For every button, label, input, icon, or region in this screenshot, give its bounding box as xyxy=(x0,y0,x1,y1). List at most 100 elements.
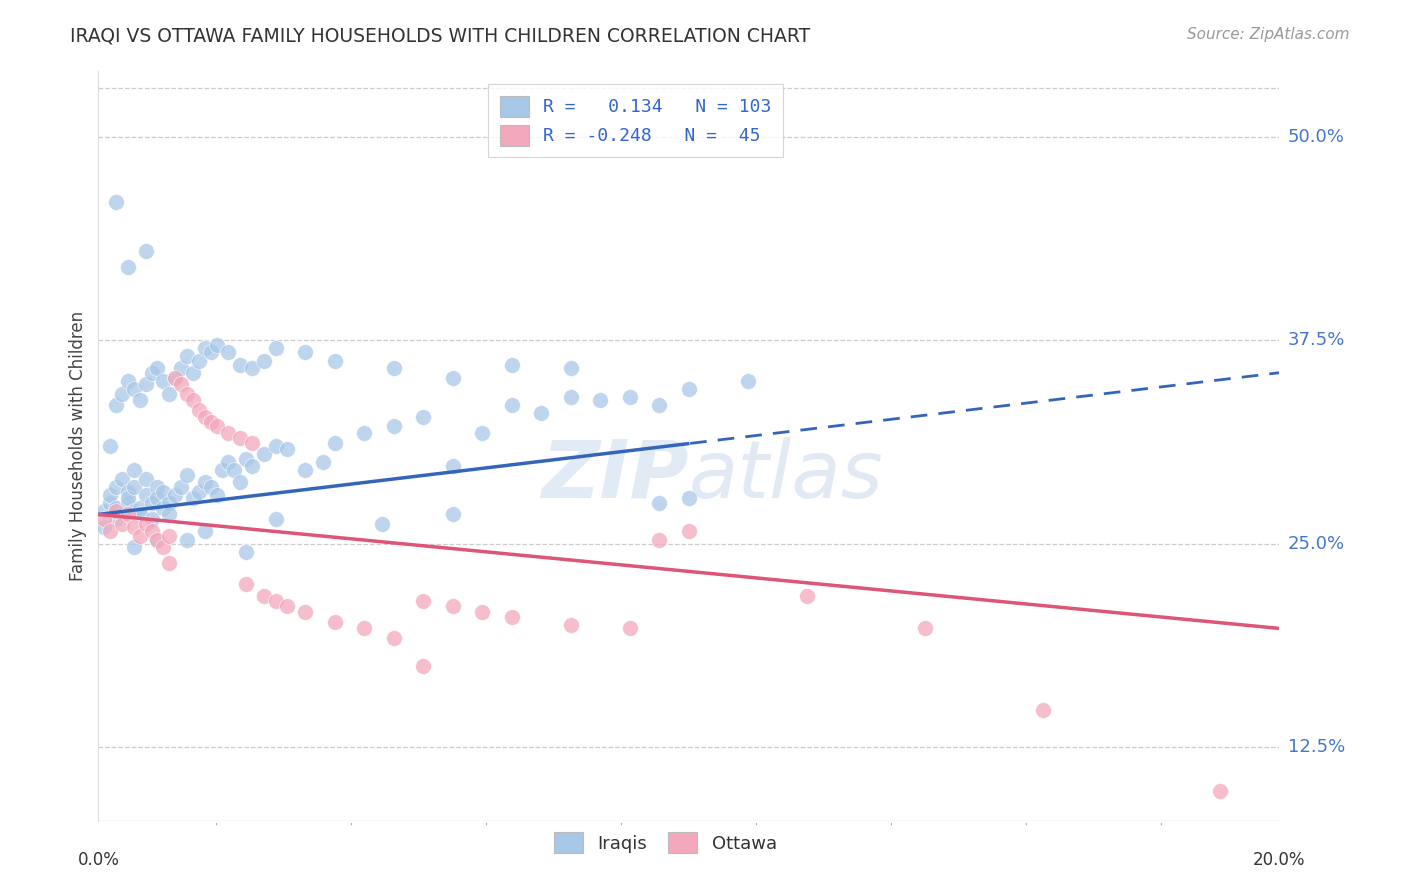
Point xyxy=(235,577,257,591)
Point xyxy=(914,622,936,636)
Point xyxy=(105,504,128,518)
Point xyxy=(135,488,157,502)
Point xyxy=(170,360,193,375)
Text: IRAQI VS OTTAWA FAMILY HOUSEHOLDS WITH CHILDREN CORRELATION CHART: IRAQI VS OTTAWA FAMILY HOUSEHOLDS WITH C… xyxy=(70,27,810,45)
Point xyxy=(530,406,553,420)
Point xyxy=(105,500,128,515)
Point xyxy=(229,358,252,372)
Point xyxy=(217,455,239,469)
Point xyxy=(146,480,169,494)
Point xyxy=(181,366,204,380)
Point xyxy=(122,382,145,396)
Point xyxy=(200,480,222,494)
Point xyxy=(157,387,180,401)
Point xyxy=(412,593,434,607)
Text: 37.5%: 37.5% xyxy=(1288,331,1346,349)
Point xyxy=(441,599,464,613)
Point xyxy=(187,403,209,417)
Point xyxy=(117,496,139,510)
Point xyxy=(264,341,287,355)
Point xyxy=(98,496,121,510)
Point xyxy=(194,409,217,424)
Point xyxy=(441,370,464,384)
Point xyxy=(240,435,263,450)
Point xyxy=(122,480,145,494)
Point xyxy=(93,512,115,526)
Point xyxy=(165,370,187,384)
Point xyxy=(294,463,316,477)
Point xyxy=(194,475,217,489)
Point xyxy=(93,504,115,518)
Point xyxy=(217,344,239,359)
Point xyxy=(111,508,134,522)
Point xyxy=(152,374,174,388)
Point xyxy=(117,484,139,499)
Point xyxy=(205,488,228,502)
Legend: Iraqis, Ottawa: Iraqis, Ottawa xyxy=(543,822,787,864)
Point xyxy=(170,377,193,392)
Text: 25.0%: 25.0% xyxy=(1288,534,1346,553)
Point xyxy=(353,622,375,636)
Point xyxy=(382,631,405,645)
Point xyxy=(117,374,139,388)
Point xyxy=(122,463,145,477)
Point xyxy=(648,533,671,548)
Point xyxy=(619,622,641,636)
Point xyxy=(412,409,434,424)
Point xyxy=(146,533,169,548)
Point xyxy=(146,360,169,375)
Point xyxy=(253,447,276,461)
Point xyxy=(253,354,276,368)
Point xyxy=(152,500,174,515)
Point xyxy=(200,344,222,359)
Point xyxy=(187,354,209,368)
Point xyxy=(170,480,193,494)
Point xyxy=(146,491,169,505)
Text: atlas: atlas xyxy=(689,437,884,515)
Point xyxy=(152,484,174,499)
Point xyxy=(264,512,287,526)
Point xyxy=(382,419,405,434)
Point xyxy=(105,480,128,494)
Point xyxy=(194,341,217,355)
Point xyxy=(648,496,671,510)
Point xyxy=(264,593,287,607)
Point xyxy=(371,517,394,532)
Point xyxy=(382,360,405,375)
Point xyxy=(181,491,204,505)
Point xyxy=(176,468,198,483)
Point xyxy=(229,431,252,445)
Point xyxy=(796,589,818,603)
Point xyxy=(1032,703,1054,717)
Point xyxy=(135,472,157,486)
Point xyxy=(181,393,204,408)
Point xyxy=(471,605,494,619)
Point xyxy=(294,344,316,359)
Point xyxy=(157,496,180,510)
Point xyxy=(678,491,700,505)
Point xyxy=(276,442,298,457)
Point xyxy=(648,398,671,412)
Point xyxy=(135,517,157,532)
Point xyxy=(141,512,163,526)
Text: Source: ZipAtlas.com: Source: ZipAtlas.com xyxy=(1187,27,1350,42)
Point xyxy=(264,439,287,453)
Point xyxy=(135,377,157,392)
Point xyxy=(471,425,494,440)
Point xyxy=(111,387,134,401)
Point xyxy=(224,463,246,477)
Point xyxy=(98,439,121,453)
Text: 20.0%: 20.0% xyxy=(1253,851,1306,869)
Point xyxy=(105,194,128,209)
Point xyxy=(128,528,150,542)
Point xyxy=(276,599,298,613)
Point xyxy=(560,360,582,375)
Point xyxy=(205,419,228,434)
Point xyxy=(157,508,180,522)
Point xyxy=(323,615,346,629)
Point xyxy=(105,398,128,412)
Point xyxy=(152,540,174,554)
Point xyxy=(141,366,163,380)
Point xyxy=(200,415,222,429)
Point xyxy=(589,393,612,408)
